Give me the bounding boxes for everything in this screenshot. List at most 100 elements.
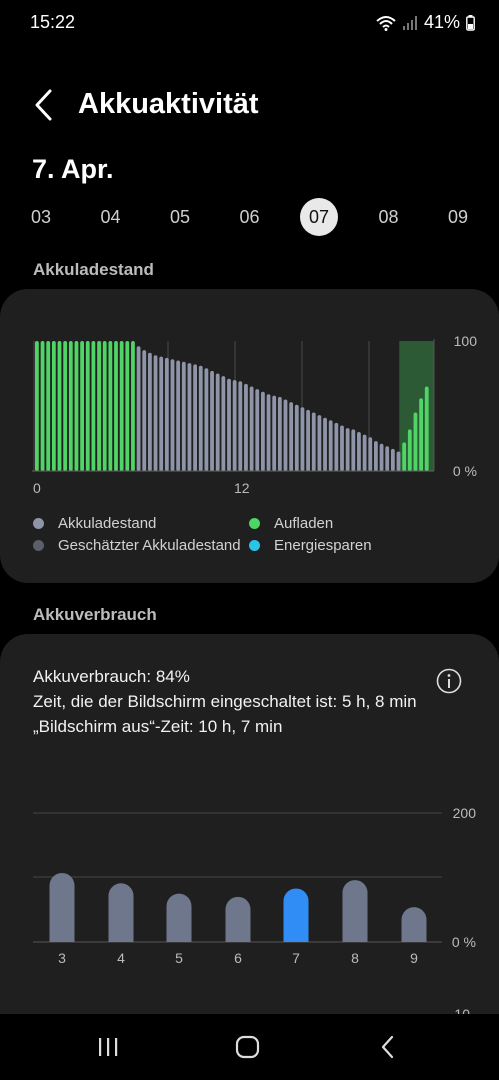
day-selector: 03 04 05 06 07 08 09: [22, 198, 477, 238]
level-bar: [345, 428, 350, 471]
level-bar: [272, 395, 277, 471]
level-bar: [142, 350, 147, 471]
level-bar: [328, 420, 333, 471]
usage-summary-block: Akkuverbrauch: 84% Zeit, die der Bildsch…: [33, 664, 417, 739]
usage-y-min-label: 0 %: [452, 934, 476, 950]
usage-bar-day-9[interactable]: [401, 907, 427, 942]
level-bar: [294, 404, 299, 471]
level-bar: [46, 341, 51, 471]
usage-bar-day-4[interactable]: [108, 883, 134, 942]
usage-x-label-4: 4: [117, 950, 125, 966]
legend-dot-charging: [249, 518, 260, 529]
level-bar: [181, 361, 186, 471]
level-bar: [119, 341, 124, 471]
status-time: 15:22: [30, 12, 76, 32]
level-bar: [413, 412, 418, 471]
level-bar: [379, 443, 384, 471]
level-y-max-label: 100: [454, 333, 478, 349]
usage-x-label-9: 9: [410, 950, 418, 966]
level-bar: [80, 341, 84, 471]
legend-power-saving: Energiesparen: [249, 537, 372, 554]
battery-level-heading: Akkuladestand: [33, 260, 154, 279]
day-04[interactable]: 04: [100, 206, 121, 227]
level-bar: [91, 341, 96, 471]
level-bar: [402, 442, 407, 471]
home-icon[interactable]: [235, 1035, 261, 1059]
level-bar: [85, 341, 90, 471]
level-bar: [125, 341, 130, 471]
level-bar: [232, 380, 237, 471]
level-x-label-12: 12: [234, 480, 250, 496]
usage-y-max-label: 200: [453, 805, 477, 821]
battery-percent: 41%: [423, 12, 460, 32]
level-bar: [153, 355, 158, 471]
level-bar: [63, 341, 68, 471]
legend-dot-power-saving: [249, 540, 260, 551]
level-bar: [164, 357, 169, 471]
level-bar: [255, 389, 260, 471]
usage-bar-day-3[interactable]: [49, 872, 75, 942]
level-y-min-label: 0 %: [453, 463, 477, 479]
usage-bar-day-5[interactable]: [166, 893, 192, 942]
level-bar: [238, 381, 243, 471]
level-bar: [193, 364, 197, 471]
level-bar: [351, 429, 356, 471]
level-bar: [97, 341, 101, 471]
usage-bar-day-8[interactable]: [342, 880, 368, 942]
recent-apps-icon[interactable]: [96, 1036, 120, 1058]
level-bar: [148, 352, 152, 471]
level-bar: [390, 448, 395, 471]
level-bar: [334, 422, 339, 471]
level-bar: [204, 368, 209, 471]
level-bar: [407, 429, 412, 471]
usage-x-label-3: 3: [58, 950, 66, 966]
level-bar: [198, 365, 203, 471]
day-07-selected[interactable]: 07: [300, 198, 338, 236]
day-09[interactable]: 09: [447, 206, 469, 227]
level-bar: [419, 398, 423, 471]
level-bar: [266, 394, 271, 471]
level-bar: [283, 399, 288, 471]
screen-off-time: „Bildschirm aus“-Zeit: 10 h, 7 min: [33, 717, 283, 736]
level-bar: [362, 434, 367, 471]
level-bar: [340, 425, 344, 471]
selected-date: 7. Apr.: [32, 154, 114, 184]
level-bar: [357, 432, 361, 471]
level-bar: [374, 441, 378, 471]
level-bar: [300, 407, 305, 471]
info-icon[interactable]: [436, 668, 462, 694]
day-08[interactable]: 08: [378, 206, 399, 227]
level-bar: [159, 356, 164, 471]
legend-battery-level: Akkuladestand: [33, 515, 156, 532]
nav-back-icon[interactable]: [378, 1035, 398, 1059]
level-bar: [396, 451, 401, 471]
day-03[interactable]: 03: [30, 206, 52, 227]
level-bar: [317, 415, 322, 471]
day-06[interactable]: 06: [239, 206, 260, 227]
level-bar: [227, 378, 231, 471]
level-bar: [57, 341, 62, 471]
usage-x-label-6: 6: [234, 950, 242, 966]
legend-estimated-level: Geschätzter Akkuladestand: [33, 537, 241, 554]
level-bar: [210, 370, 214, 471]
level-bar: [244, 383, 248, 471]
usage-bar-day-6[interactable]: [225, 896, 251, 942]
level-bar: [368, 437, 373, 471]
level-bar: [311, 412, 316, 471]
level-x-label-0: 0: [33, 480, 41, 496]
level-bar: [74, 341, 79, 471]
level-bar: [108, 341, 113, 471]
day-05[interactable]: 05: [169, 206, 191, 227]
usage-bar-day-7[interactable]: [283, 888, 309, 942]
level-bar: [385, 446, 390, 471]
usage-total: Akkuverbrauch: 84%: [33, 667, 190, 686]
screen-on-time: Zeit, die der Bildschirm eingeschaltet i…: [33, 692, 417, 711]
level-bar: [215, 373, 220, 471]
battery-usage-card: [0, 634, 499, 1054]
legend-dot-estimated: [33, 540, 44, 551]
usage-x-label-8: 8: [351, 950, 359, 966]
level-bar: [424, 386, 429, 471]
back-arrow-icon[interactable]: [30, 88, 60, 122]
level-bar: [40, 341, 45, 471]
level-bar: [102, 341, 107, 471]
